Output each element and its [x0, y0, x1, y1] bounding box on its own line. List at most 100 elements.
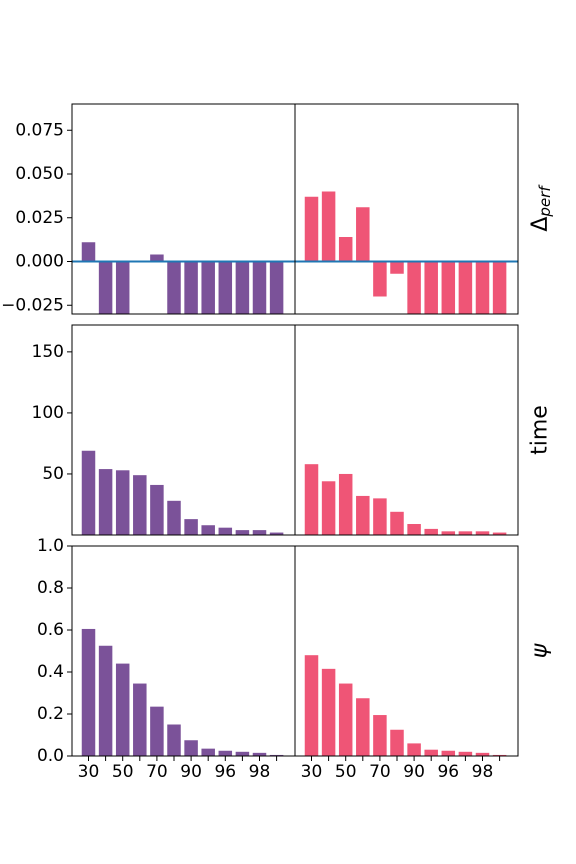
ytick-label-psi-3: 0.6 [37, 620, 64, 640]
bar-time-right-11 [492, 532, 507, 535]
bar-perf-left-8 [218, 261, 233, 314]
ytick-label-psi-0: 0.0 [37, 746, 64, 766]
bar-time-right-9 [458, 531, 473, 535]
bar-perf-right-2 [338, 237, 353, 262]
bar-psi-right-5 [390, 729, 404, 756]
bar-perf-right-6 [407, 261, 421, 314]
bar-perf-left-11 [269, 261, 284, 314]
ylabel-sub-perf: perf [536, 184, 554, 218]
ytick-label-time-2: 150 [32, 342, 64, 362]
bar-psi-right-9 [458, 751, 473, 756]
ytick-label-perf-1: 0.000 [15, 252, 64, 272]
bar-time-left-2 [115, 470, 130, 535]
xtick-label-right-1: 50 [335, 762, 357, 782]
bar-psi-left-9 [235, 751, 250, 756]
bar-perf-left-9 [235, 261, 250, 314]
bar-psi-right-6 [407, 743, 421, 756]
subplot-row-time: 50 100 150 time [32, 324, 553, 536]
bar-time-left-10 [252, 530, 267, 535]
bar-perf-left-0 [81, 242, 96, 262]
ylabel-main-perf: Δ [528, 217, 553, 232]
ytick-label-perf-0: −0.025 [1, 295, 64, 315]
bars-time-right [304, 464, 507, 535]
bar-perf-right-4 [373, 261, 387, 297]
bar-psi-right-0 [304, 655, 319, 756]
bar-perf-right-0 [304, 196, 319, 262]
ytick-label-perf-4: 0.075 [15, 120, 64, 140]
bar-psi-right-7 [424, 749, 438, 756]
bar-psi-left-8 [218, 750, 233, 756]
bar-psi-left-10 [252, 752, 267, 756]
bar-psi-right-1 [321, 668, 336, 756]
bar-perf-right-1 [321, 191, 336, 262]
bar-perf-left-6 [184, 261, 198, 314]
bar-perf-right-9 [458, 261, 473, 314]
bar-psi-left-4 [150, 706, 164, 756]
bar-perf-left-2 [115, 261, 130, 314]
subplot-row-perf: −0.025 0.000 0.025 0.050 0.075 Δperf [1, 103, 555, 315]
bar-time-right-2 [338, 473, 353, 535]
bars-perf-left [81, 242, 284, 314]
bar-time-right-5 [390, 511, 404, 535]
bar-psi-left-11 [269, 754, 284, 756]
ylabel-psi: ψ [528, 643, 553, 658]
bar-psi-right-3 [356, 698, 370, 756]
bar-psi-left-2 [115, 663, 130, 756]
xtick-label-left-5: 98 [249, 762, 271, 782]
xtick-label-right-0: 30 [301, 762, 323, 782]
bars-perf-right [304, 191, 507, 314]
bar-psi-right-8 [441, 750, 456, 756]
xtick-label-right-3: 90 [403, 762, 425, 782]
bar-perf-left-4 [150, 254, 164, 262]
xtick-label-left-2: 70 [146, 762, 168, 782]
subplot-row-psi: 0.0 0.2 0.4 0.6 0.8 1.0 ψ 30 50 70 90 96 98 30 50 70 90 9… [37, 536, 553, 782]
bar-time-right-4 [373, 498, 387, 535]
xtick-label-left-0: 30 [78, 762, 100, 782]
bar-psi-left-0 [81, 628, 96, 756]
bar-time-right-1 [321, 481, 336, 535]
bar-perf-left-5 [167, 261, 181, 314]
bar-psi-right-11 [492, 754, 507, 756]
xtick-label-right-5: 98 [472, 762, 494, 782]
bar-time-right-10 [475, 531, 490, 535]
bar-perf-right-8 [441, 261, 456, 314]
bar-time-left-6 [184, 519, 198, 535]
bar-psi-right-2 [338, 683, 353, 756]
ytick-label-psi-2: 0.4 [37, 662, 64, 682]
bar-perf-right-5 [390, 261, 404, 274]
bar-psi-left-3 [133, 683, 147, 756]
bar-time-right-8 [441, 531, 456, 535]
bar-perf-right-7 [424, 261, 438, 314]
bar-time-left-7 [201, 525, 215, 535]
bar-perf-left-1 [98, 261, 113, 314]
bar-psi-right-10 [475, 752, 490, 756]
bar-time-left-3 [133, 475, 147, 535]
xtick-label-right-2: 70 [369, 762, 391, 782]
bar-time-left-8 [218, 527, 233, 535]
bar-time-right-3 [356, 495, 370, 535]
bar-time-right-0 [304, 464, 319, 535]
xtick-label-right-4: 96 [437, 762, 459, 782]
ytick-label-time-1: 100 [32, 403, 64, 423]
xtick-label-left-1: 50 [112, 762, 134, 782]
bar-perf-right-10 [475, 261, 490, 314]
ytick-label-perf-2: 0.025 [15, 208, 64, 228]
bar-time-right-6 [407, 524, 421, 535]
ylabel-time: time [528, 405, 553, 455]
bar-psi-left-1 [98, 645, 113, 756]
bar-psi-left-6 [184, 740, 198, 756]
ylabel-perf: Δperf [528, 184, 555, 232]
ytick-label-time-0: 50 [42, 464, 64, 484]
xtick-label-left-3: 90 [180, 762, 202, 782]
ytick-label-psi-4: 0.8 [37, 578, 64, 598]
bar-time-left-1 [98, 469, 113, 535]
bar-time-right-7 [424, 528, 438, 535]
bar-psi-left-7 [201, 748, 215, 756]
bar-time-left-0 [81, 450, 96, 535]
bar-time-left-4 [150, 484, 164, 535]
bar-time-left-9 [235, 530, 250, 535]
bar-perf-left-7 [201, 261, 215, 314]
xtick-label-left-4: 96 [214, 762, 236, 782]
ytick-label-perf-3: 0.050 [15, 164, 64, 184]
ytick-label-psi-5: 1.0 [37, 536, 64, 556]
